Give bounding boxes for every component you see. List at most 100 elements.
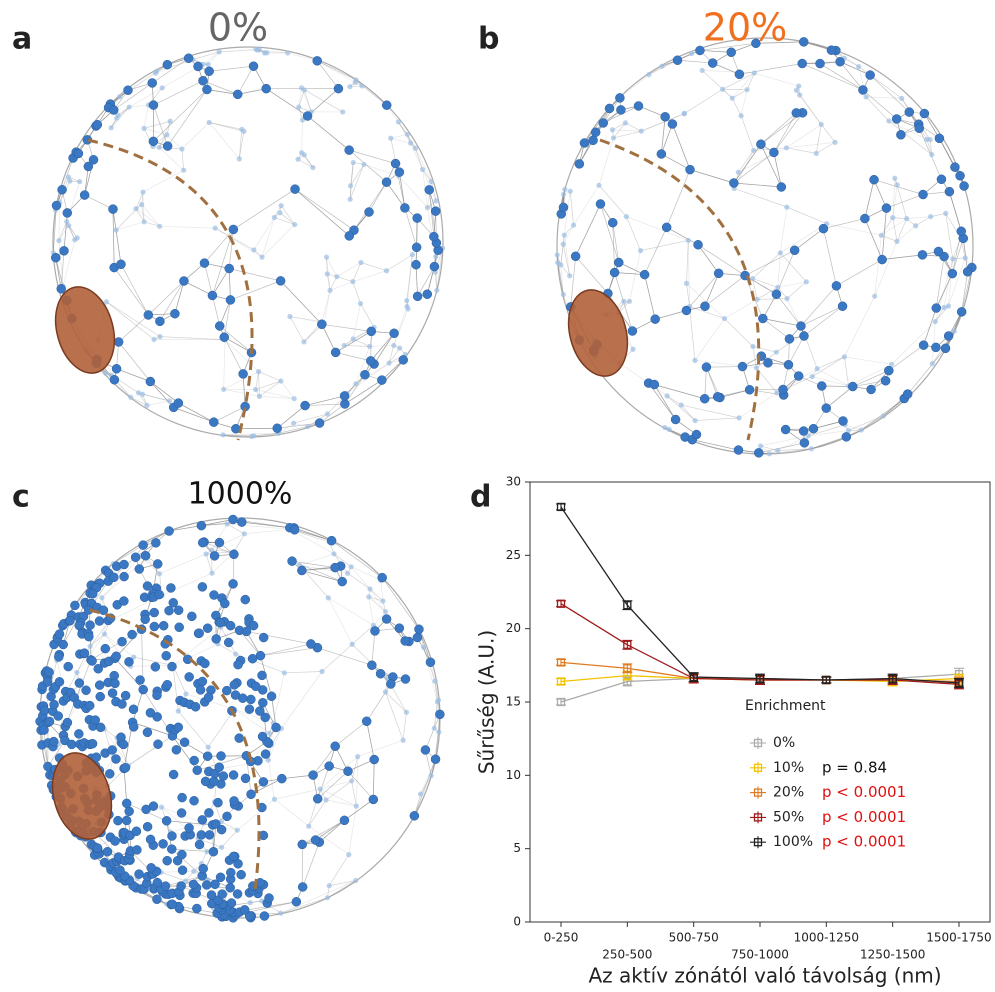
sphere-node bbox=[301, 339, 307, 345]
sphere-node bbox=[306, 639, 316, 649]
sphere-edge bbox=[317, 60, 356, 83]
sphere-node bbox=[424, 185, 434, 195]
sphere-edge bbox=[935, 273, 953, 309]
legend-label: 100% bbox=[773, 834, 813, 850]
sphere-node bbox=[233, 659, 243, 670]
sphere-edge bbox=[334, 721, 367, 747]
sphere-edge bbox=[420, 775, 432, 795]
sphere-edge bbox=[208, 122, 240, 160]
sphere-node bbox=[157, 334, 163, 340]
sphere-node bbox=[85, 620, 95, 630]
sphere-node bbox=[119, 571, 129, 582]
sphere-edge bbox=[794, 228, 824, 251]
sphere-edge bbox=[598, 185, 627, 217]
sphere-edge bbox=[873, 179, 887, 209]
sphere-node bbox=[312, 794, 323, 804]
sphere-edge bbox=[361, 85, 387, 106]
sphere-edge bbox=[734, 188, 787, 208]
point-marker bbox=[888, 674, 897, 683]
sphere-edge bbox=[786, 124, 822, 149]
sphere-node bbox=[579, 138, 590, 148]
sphere-node bbox=[155, 316, 165, 327]
sphere-node bbox=[218, 771, 229, 781]
sphere-node bbox=[735, 169, 741, 175]
sphere-edge bbox=[298, 87, 302, 108]
sphere-node bbox=[251, 247, 257, 253]
sphere-edge bbox=[172, 643, 219, 666]
x-tick-label: 750-1000 bbox=[731, 948, 789, 962]
sphere-edge bbox=[315, 820, 345, 841]
sphere-edge bbox=[697, 244, 746, 276]
sphere-edge bbox=[618, 262, 645, 275]
sphere-node bbox=[409, 252, 416, 258]
sphere-edge bbox=[406, 254, 413, 301]
sphere-node bbox=[207, 290, 218, 301]
sphere-node bbox=[947, 268, 958, 279]
sphere-edge bbox=[316, 60, 339, 89]
sphere-edge bbox=[417, 266, 435, 297]
sphere-edge bbox=[931, 321, 936, 364]
sphere-edge bbox=[116, 221, 145, 231]
sphere-node bbox=[758, 313, 768, 324]
sphere-edge bbox=[613, 122, 626, 139]
sphere-edge bbox=[779, 207, 788, 253]
sphere-edge bbox=[952, 238, 964, 274]
sphere-node bbox=[799, 331, 809, 341]
sphere-node bbox=[950, 162, 960, 172]
sphere-node bbox=[326, 535, 337, 546]
sphere-edge bbox=[702, 70, 755, 74]
sphere-node bbox=[248, 61, 259, 71]
sphere-edge bbox=[808, 424, 846, 437]
sphere-edge bbox=[133, 656, 174, 666]
sphere-node bbox=[360, 369, 370, 380]
sphere-node bbox=[140, 614, 150, 625]
sphere-node bbox=[784, 334, 795, 344]
sphere-node bbox=[750, 343, 756, 350]
sphere-node bbox=[841, 432, 852, 442]
sphere-edge bbox=[172, 626, 222, 666]
sphere-edge bbox=[388, 347, 400, 364]
sphere-node bbox=[317, 319, 327, 330]
sphere-edge bbox=[146, 557, 160, 574]
sphere-edge bbox=[901, 98, 931, 140]
sphere-edge bbox=[560, 244, 564, 265]
sphere-node bbox=[62, 208, 73, 218]
sphere-edge bbox=[881, 218, 907, 236]
sphere-node bbox=[159, 85, 165, 91]
sphere-edge bbox=[388, 347, 400, 364]
sphere-node bbox=[633, 101, 644, 111]
sphere-edge bbox=[237, 798, 275, 831]
sphere-edge bbox=[666, 395, 696, 421]
sphere-edge bbox=[756, 367, 778, 393]
sphere-node bbox=[190, 702, 201, 712]
sphere-node bbox=[115, 865, 125, 875]
sphere-edge bbox=[786, 147, 817, 154]
sphere-node bbox=[59, 246, 69, 256]
sphere-node bbox=[753, 365, 760, 371]
sphere-node bbox=[225, 882, 235, 893]
sphere-edge bbox=[948, 257, 966, 307]
sphere-edge bbox=[192, 51, 220, 60]
sphere-node bbox=[627, 326, 638, 336]
sphere-node bbox=[219, 332, 230, 342]
sphere-edge bbox=[926, 139, 933, 155]
sphere-node bbox=[814, 366, 820, 372]
active-zone bbox=[51, 752, 113, 840]
sphere-edge bbox=[892, 184, 898, 218]
sphere-edge bbox=[228, 229, 234, 269]
sphere-node bbox=[198, 76, 208, 86]
sphere-edge bbox=[289, 316, 305, 343]
sphere-node bbox=[198, 863, 208, 874]
sphere-node bbox=[872, 293, 878, 299]
sphere-edge bbox=[839, 61, 864, 91]
point-marker bbox=[556, 502, 566, 512]
sphere-node bbox=[554, 252, 560, 258]
sphere-node bbox=[222, 811, 232, 822]
sphere-node bbox=[208, 547, 215, 553]
sphere-edge bbox=[308, 799, 327, 827]
sphere-edge bbox=[410, 142, 423, 170]
sphere-edge bbox=[113, 544, 144, 564]
sphere-edge bbox=[570, 256, 576, 307]
sphere-node bbox=[350, 159, 356, 166]
point-marker bbox=[623, 640, 632, 649]
